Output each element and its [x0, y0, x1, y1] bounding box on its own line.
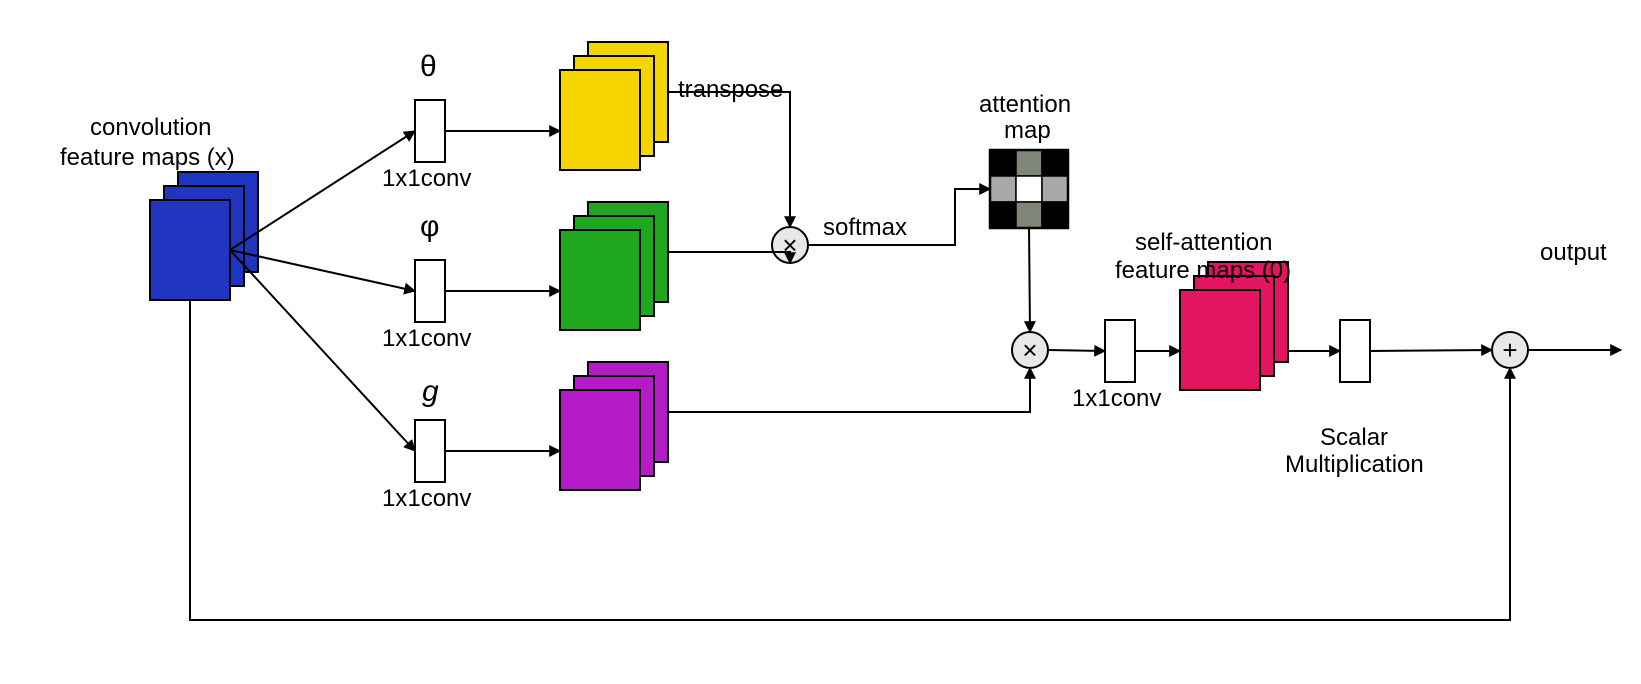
edge-g-mul2	[668, 368, 1030, 412]
conv-label-g: 1x1conv	[382, 485, 471, 512]
phi-symbol: φ	[420, 210, 439, 243]
input-feature-maps	[150, 172, 258, 300]
edge-attn-mul2	[1029, 228, 1030, 332]
conv-g	[415, 420, 445, 482]
edge-mul2-conv	[1048, 350, 1105, 351]
op-add-symbol: +	[1502, 335, 1517, 365]
conv-theta	[415, 100, 445, 162]
transpose-label: transpose	[678, 76, 783, 103]
output-label: output	[1540, 239, 1607, 266]
op-matmul-2-symbol: ×	[1022, 335, 1037, 365]
attention-map	[990, 150, 1068, 228]
g-maps	[560, 362, 668, 490]
scalar-mult-box	[1340, 320, 1370, 382]
input-title-1: convolution	[90, 114, 211, 141]
conv-label-theta: 1x1conv	[382, 165, 471, 192]
conv-phi	[415, 260, 445, 322]
theta-maps	[560, 42, 668, 170]
edge-phi-mul	[668, 252, 790, 263]
softmax-label: softmax	[823, 214, 907, 241]
self-label-2: feature maps (0)	[1115, 257, 1291, 284]
conv-label-phi: 1x1conv	[382, 325, 471, 352]
conv-label-post: 1x1conv	[1072, 385, 1161, 412]
attn-label-1: attention	[979, 91, 1071, 118]
g-symbol: g	[422, 375, 439, 408]
conv-post	[1105, 320, 1135, 382]
edge-theta-mul	[668, 92, 790, 227]
theta-symbol: θ	[420, 50, 437, 83]
edge-scalar-add	[1370, 350, 1492, 351]
attn-label-2: map	[1004, 117, 1051, 144]
phi-maps	[560, 202, 668, 330]
input-title-2: feature maps (x)	[60, 144, 235, 171]
self-label-1: self-attention	[1135, 229, 1272, 256]
scalar-label-1: Scalar	[1320, 424, 1388, 451]
scalar-label-2: Multiplication	[1285, 451, 1424, 478]
